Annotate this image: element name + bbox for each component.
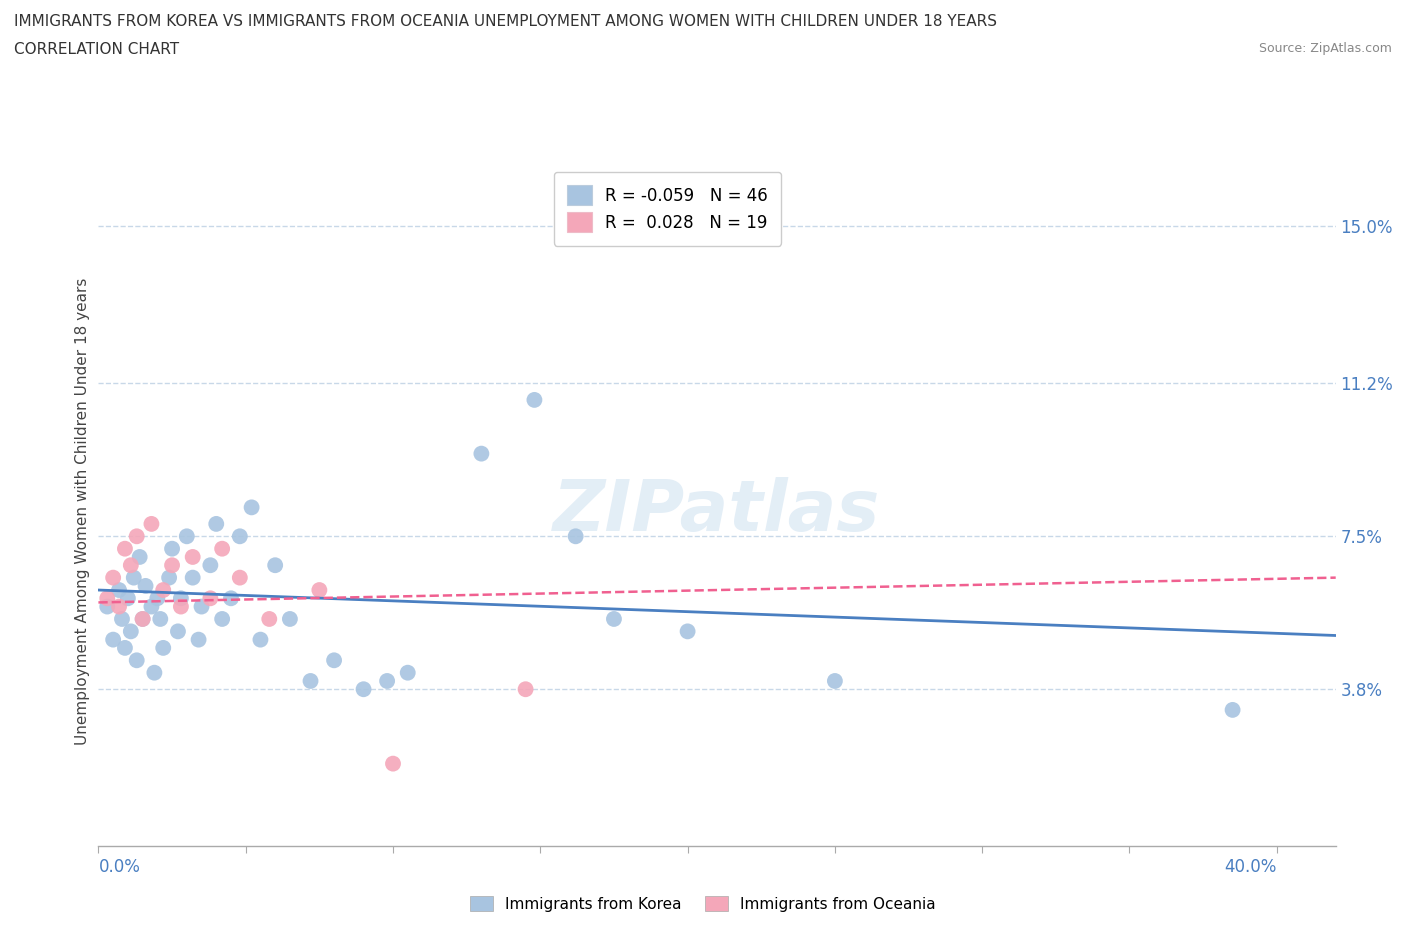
Point — [131, 612, 153, 627]
Point — [382, 756, 405, 771]
Point — [564, 529, 586, 544]
Point — [190, 599, 212, 614]
Point — [152, 582, 174, 597]
Point — [160, 541, 183, 556]
Point — [676, 624, 699, 639]
Point — [108, 582, 131, 597]
Point — [143, 665, 166, 680]
Point — [96, 591, 118, 605]
Point — [181, 570, 204, 585]
Point — [125, 529, 148, 544]
Point — [523, 392, 546, 407]
Point — [323, 653, 346, 668]
Point — [211, 541, 233, 556]
Point — [353, 682, 375, 697]
Point — [117, 591, 139, 605]
Text: 0.0%: 0.0% — [98, 858, 141, 876]
Point — [396, 665, 419, 680]
Point — [131, 612, 153, 627]
Point — [160, 558, 183, 573]
Point — [824, 673, 846, 688]
Point — [211, 612, 233, 627]
Point — [135, 578, 157, 593]
Point — [240, 500, 263, 515]
Point — [114, 641, 136, 656]
Point — [264, 558, 287, 573]
Point — [229, 570, 252, 585]
Point — [96, 599, 118, 614]
Point — [149, 612, 172, 627]
Point — [120, 624, 142, 639]
Point — [152, 641, 174, 656]
Point — [128, 550, 150, 565]
Legend: Immigrants from Korea, Immigrants from Oceania: Immigrants from Korea, Immigrants from O… — [464, 889, 942, 918]
Point — [167, 624, 190, 639]
Point — [181, 550, 204, 565]
Point — [114, 541, 136, 556]
Point — [375, 673, 398, 688]
Point — [108, 599, 131, 614]
Point — [308, 582, 330, 597]
Text: IMMIGRANTS FROM KOREA VS IMMIGRANTS FROM OCEANIA UNEMPLOYMENT AMONG WOMEN WITH C: IMMIGRANTS FROM KOREA VS IMMIGRANTS FROM… — [14, 14, 997, 29]
Point — [205, 516, 228, 531]
Point — [470, 446, 492, 461]
Text: ZIPatlas: ZIPatlas — [554, 477, 880, 546]
Text: 40.0%: 40.0% — [1225, 858, 1277, 876]
Point — [1222, 702, 1244, 717]
Point — [187, 632, 209, 647]
Point — [603, 612, 626, 627]
Point — [122, 570, 145, 585]
Point — [299, 673, 322, 688]
Point — [259, 612, 281, 627]
Point — [249, 632, 271, 647]
Point — [141, 599, 163, 614]
Point — [229, 529, 252, 544]
Point — [170, 599, 193, 614]
Y-axis label: Unemployment Among Women with Children Under 18 years: Unemployment Among Women with Children U… — [75, 278, 90, 745]
Point — [176, 529, 198, 544]
Text: Source: ZipAtlas.com: Source: ZipAtlas.com — [1258, 42, 1392, 55]
Point — [278, 612, 301, 627]
Point — [170, 591, 193, 605]
Text: CORRELATION CHART: CORRELATION CHART — [14, 42, 179, 57]
Point — [101, 570, 124, 585]
Point — [101, 632, 124, 647]
Point — [200, 591, 222, 605]
Point — [157, 570, 180, 585]
Point — [200, 558, 222, 573]
Point — [146, 591, 169, 605]
Point — [120, 558, 142, 573]
Point — [141, 516, 163, 531]
Point — [111, 612, 134, 627]
Point — [219, 591, 242, 605]
Point — [125, 653, 148, 668]
Point — [515, 682, 537, 697]
Legend: R = -0.059   N = 46, R =  0.028   N = 19: R = -0.059 N = 46, R = 0.028 N = 19 — [554, 172, 782, 246]
